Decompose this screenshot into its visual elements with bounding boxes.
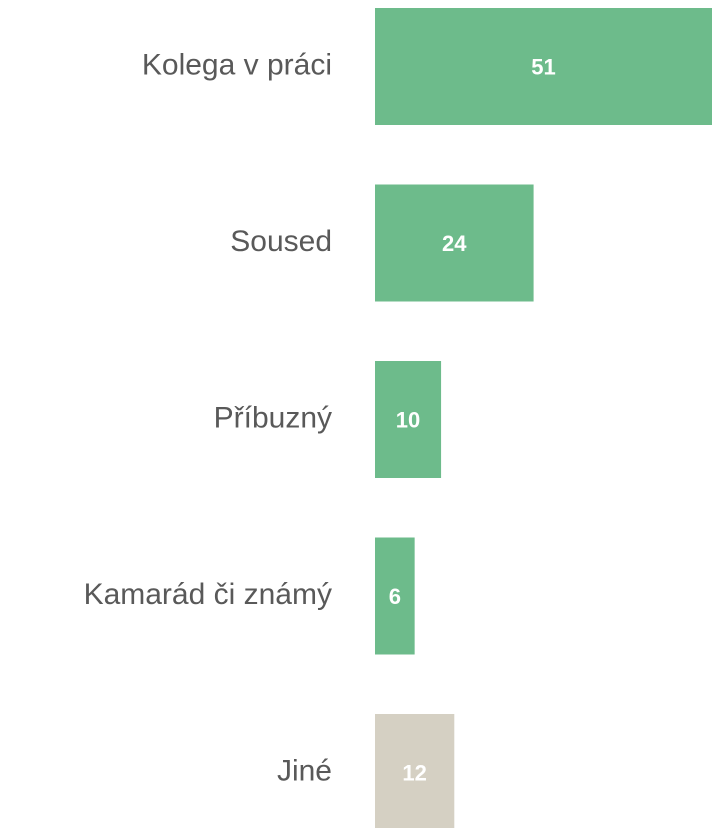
bar <box>375 361 442 478</box>
value-label: 51 <box>531 54 555 79</box>
value-label: 10 <box>396 407 420 432</box>
category-label: Soused <box>230 225 332 258</box>
bar <box>375 714 455 828</box>
value-label: 24 <box>442 231 467 256</box>
bar <box>375 8 712 125</box>
bar <box>375 184 534 302</box>
bar <box>375 537 415 655</box>
category-label: Kamarád či známý <box>84 578 332 611</box>
value-label: 6 <box>389 584 401 609</box>
category-label: Jiné <box>277 754 332 787</box>
value-label: 12 <box>402 760 426 785</box>
category-label: Kolega v práci <box>142 48 332 81</box>
category-label: Příbuzný <box>214 401 332 434</box>
